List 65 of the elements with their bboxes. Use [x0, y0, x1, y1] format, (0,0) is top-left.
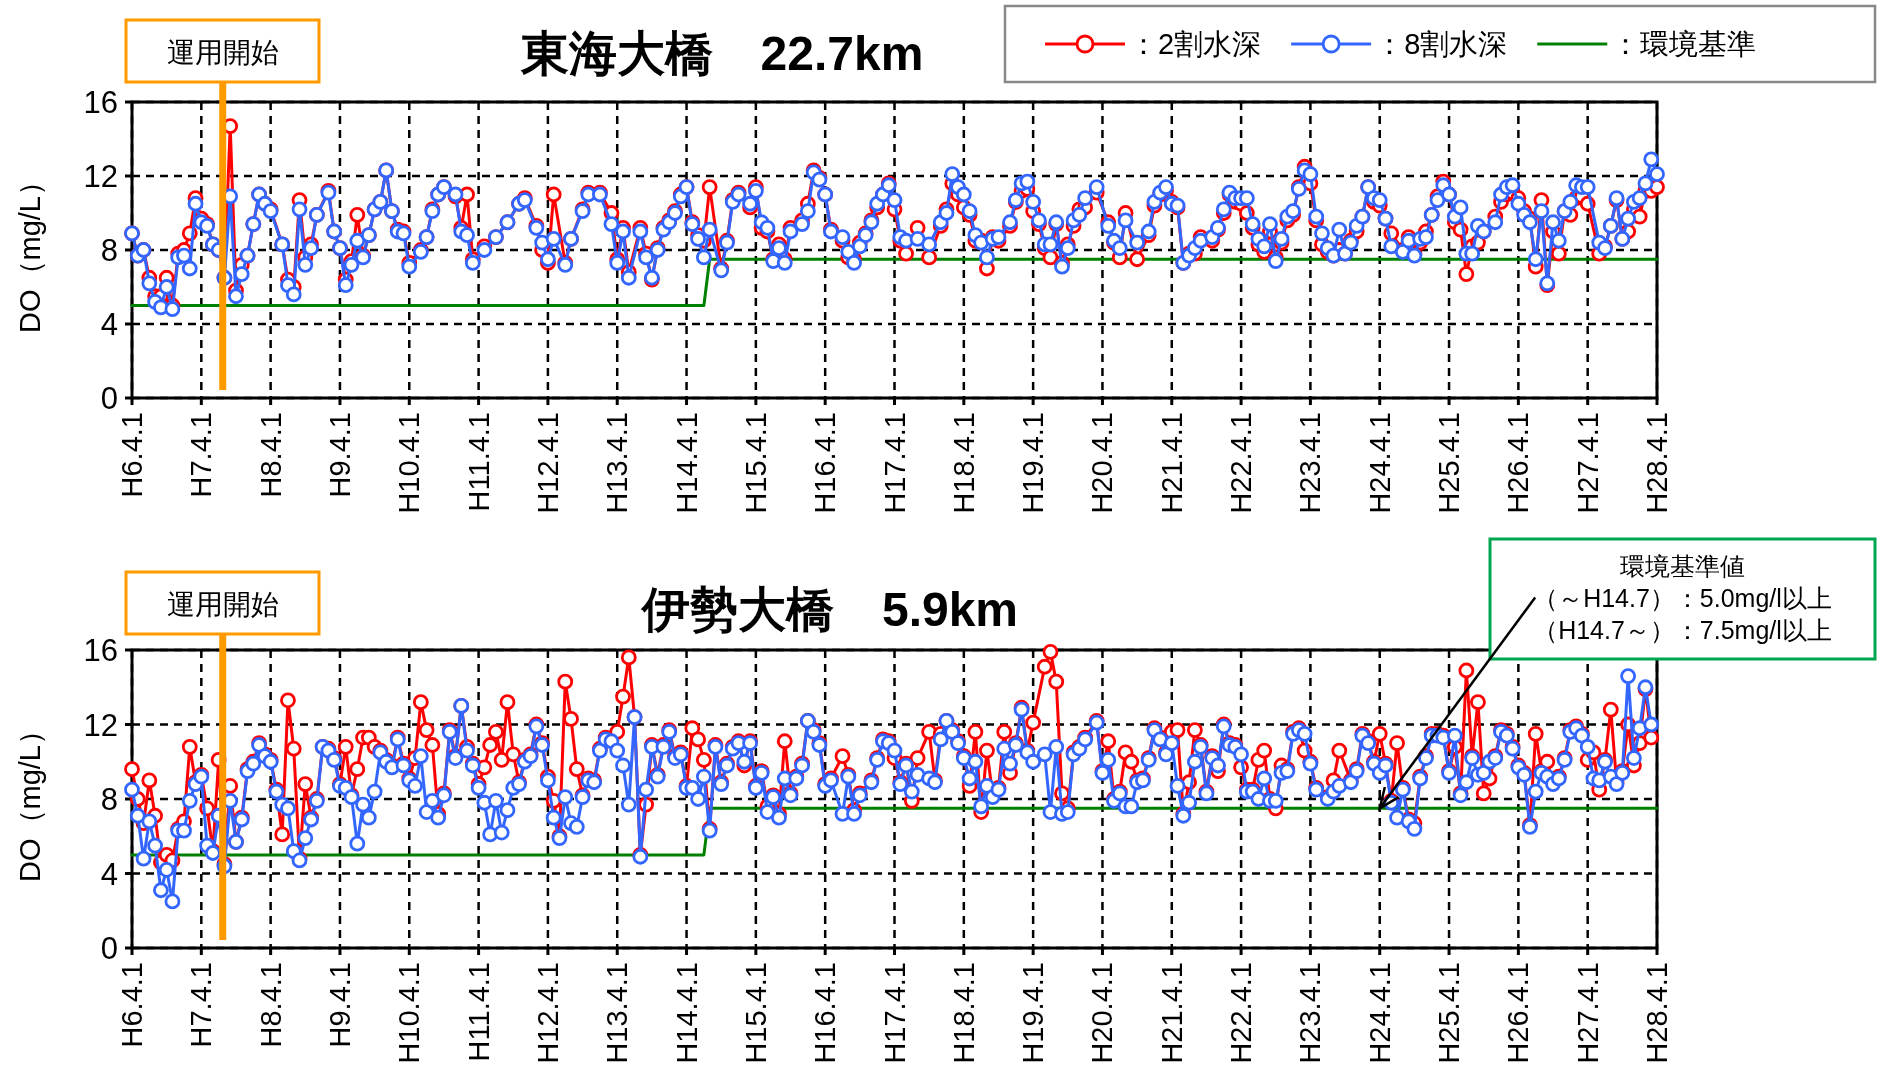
x-tick-label: H14.4.1: [670, 412, 703, 514]
note: 環境基準値（～H14.7）：5.0mg/l以上（H14.7～）：7.5mg/l以上: [1377, 537, 1877, 811]
x-tick-label: H14.4.1: [670, 962, 703, 1064]
y-axis-title: DO（mg/L）: [14, 716, 46, 882]
x-tick-label: H21.4.1: [1155, 962, 1188, 1064]
x-tick-label: H25.4.1: [1433, 962, 1466, 1064]
x-tick-label: H17.4.1: [878, 962, 911, 1064]
y-tick-label: 12: [83, 159, 118, 194]
x-tick-label: H19.4.1: [1017, 962, 1050, 1064]
y-tick-label: 8: [100, 233, 118, 268]
x-tick-label: H8.4.1: [254, 962, 287, 1048]
legend-label: ：2割水深: [1129, 28, 1262, 60]
x-tick-label: H9.4.1: [323, 962, 356, 1048]
x-tick-label: H24.4.1: [1363, 412, 1396, 514]
x-tick-label: H7.4.1: [185, 962, 218, 1048]
x-tick-label: H12.4.1: [531, 412, 564, 514]
x-tick-label: H13.4.1: [601, 962, 634, 1064]
x-tick-label: H28.4.1: [1641, 412, 1673, 514]
x-tick-label: H12.4.1: [531, 962, 564, 1064]
y-tick-label: 0: [100, 931, 118, 966]
annotation: 環境基準値（～H14.7）：5.0mg/l以上（H14.7～）：7.5mg/l以上: [1533, 552, 1832, 644]
x-tick-label: H26.4.1: [1502, 412, 1535, 514]
x-tick-label: H27.4.1: [1571, 412, 1604, 514]
x-tick-label: H10.4.1: [393, 962, 426, 1064]
x-tick-label: H6.4.1: [116, 962, 148, 1048]
x-tick-label: H25.4.1: [1433, 412, 1466, 514]
x-tick-label: H13.4.1: [601, 412, 634, 514]
x-tick-label: H9.4.1: [323, 412, 356, 498]
x-tick-label: H23.4.1: [1294, 412, 1327, 514]
x-tick-label: H20.4.1: [1086, 962, 1119, 1064]
y-tick-label: 0: [100, 381, 118, 416]
legend-label: ：8割水深: [1375, 28, 1508, 60]
x-tick-label: H18.4.1: [947, 412, 980, 514]
x-tick-label: H11.4.1: [462, 412, 495, 512]
x-tick-label: H7.4.1: [185, 412, 218, 498]
x-tick-label: H15.4.1: [739, 962, 772, 1064]
y-axis-title: DO（mg/L）: [14, 167, 46, 333]
x-tick-label: H16.4.1: [809, 962, 842, 1064]
x-tick-label: H8.4.1: [254, 412, 287, 498]
x-tick-label: H21.4.1: [1155, 412, 1188, 514]
x-tick-label: H24.4.1: [1363, 962, 1396, 1064]
legend-label: ：環境基準: [1611, 28, 1757, 60]
x-tick-label: H28.4.1: [1641, 962, 1673, 1064]
y-tick-label: 8: [100, 782, 118, 817]
x-tick-label: H27.4.1: [1571, 962, 1604, 1064]
y-tick-label: 16: [83, 633, 118, 668]
x-tick-label: H22.4.1: [1225, 412, 1258, 514]
x-tick-label: H15.4.1: [739, 412, 772, 514]
x-tick-label: H16.4.1: [809, 412, 842, 514]
chart-title: 東海大橋 22.7km: [519, 27, 924, 80]
x-tick-label: H22.4.1: [1225, 962, 1258, 1064]
y-tick-label: 12: [83, 707, 118, 743]
x-tick-label: H18.4.1: [947, 962, 980, 1064]
x-tick-label: H10.4.1: [393, 412, 426, 514]
x-tick-label: H19.4.1: [1017, 412, 1050, 514]
chart-title: 伊勢大橋 5.9km: [639, 583, 1019, 636]
y-tick-label: 4: [100, 856, 118, 892]
x-tick-label: H20.4.1: [1086, 412, 1119, 514]
x-tick-label: H6.4.1: [116, 412, 148, 498]
x-tick-label: H17.4.1: [878, 412, 911, 514]
x-tick-label: H23.4.1: [1294, 962, 1327, 1064]
y-tick-label: 4: [100, 307, 118, 342]
x-tick-label: H26.4.1: [1502, 962, 1535, 1064]
y-tick-label: 16: [83, 85, 118, 120]
x-tick-label: H11.4.1: [462, 962, 495, 1062]
